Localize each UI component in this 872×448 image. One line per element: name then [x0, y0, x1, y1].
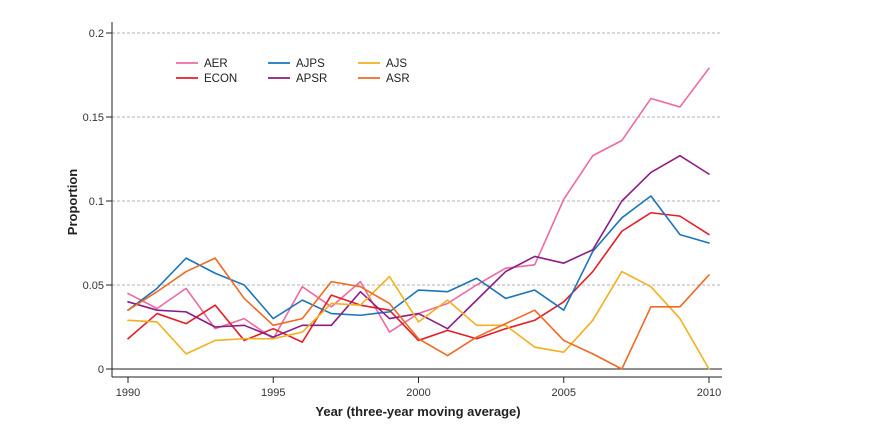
legend-label-aer: AER — [204, 58, 228, 70]
legend-label-econ: ECON — [204, 73, 237, 85]
x-tick-label: 2010 — [697, 387, 721, 399]
series-line-aer — [127, 67, 710, 340]
legend-label-ajps: AJPS — [296, 58, 325, 70]
y-tick-label: 0.15 — [83, 112, 104, 124]
x-tick-label: 2005 — [552, 387, 576, 399]
x-tick-label: 2000 — [406, 387, 430, 399]
series-line-ajps — [127, 195, 710, 320]
axes — [106, 22, 722, 383]
series-line-apsr — [127, 154, 710, 338]
y-tick-label: 0 — [98, 364, 104, 376]
y-tick-label: 0.05 — [83, 280, 104, 292]
x-axis-title: Year (three-year moving average) — [315, 404, 520, 419]
y-axis-title: Proportion — [65, 169, 80, 235]
x-tick-label: 1990 — [116, 387, 140, 399]
x-tick-label: 1995 — [261, 387, 285, 399]
legend-label-ajs: AJS — [386, 58, 407, 70]
legend-label-asr: ASR — [386, 73, 410, 85]
series-line-asr — [127, 257, 710, 370]
series-line-ajs — [127, 270, 710, 370]
y-tick-label: 0.1 — [89, 196, 104, 208]
y-tick-label: 0.2 — [89, 28, 104, 40]
series-lines — [127, 67, 710, 370]
tick-labels: 0 0.05 0.1 0.15 0.2 1990 1995 2000 2005 2010 — [83, 28, 722, 399]
series-line-econ — [127, 211, 710, 343]
legend: AER ECON AJPS APSR AJS ASR — [176, 58, 410, 85]
legend-label-apsr: APSR — [296, 73, 327, 85]
gridlines — [112, 32, 722, 286]
